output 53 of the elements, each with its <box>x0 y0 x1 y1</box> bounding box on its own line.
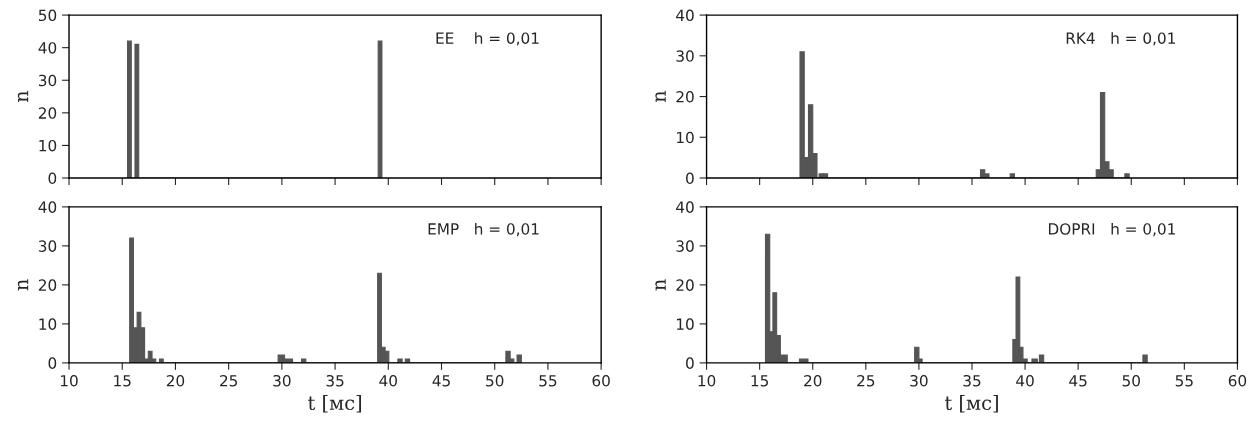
y-tick-label: 10 <box>677 318 694 330</box>
x-tick-label: 60 <box>592 374 610 387</box>
y-axis-title: n <box>17 90 29 103</box>
x-tick-label: 25 <box>220 374 238 387</box>
y-tick-label: 20 <box>38 279 57 291</box>
x-tick-label: 40 <box>1016 374 1034 387</box>
y-tick-label: 0 <box>686 172 694 185</box>
x-tick-label: 10 <box>60 374 78 387</box>
x-tick-label: 35 <box>963 374 981 387</box>
x-tick-label: 15 <box>114 375 131 387</box>
x-tick-label: 40 <box>379 374 397 387</box>
x-tick-label: 15 <box>751 375 769 387</box>
y-tick-label: 30 <box>38 74 57 87</box>
x-tick-label: 55 <box>539 375 557 387</box>
y-tick-label: 40 <box>38 42 57 54</box>
x-tick-label: 55 <box>1175 375 1193 387</box>
y-tick-label: 0 <box>48 357 57 369</box>
x-tick-label: 50 <box>486 374 504 387</box>
x-axis-title: t [мс] <box>944 395 998 413</box>
x-tick-label: 60 <box>1228 374 1247 387</box>
x-axis-title: t [мс] <box>308 395 362 413</box>
annotation: EE h = 0,01 <box>436 32 539 46</box>
y-tick-label: 30 <box>676 50 694 62</box>
y-tick-label: 20 <box>676 91 694 103</box>
annotation: EMP h = 0,01 <box>428 222 539 237</box>
x-tick-label: 30 <box>273 374 291 387</box>
x-tick-label: 30 <box>910 374 928 387</box>
y-tick-label: 10 <box>39 139 57 152</box>
y-tick-label: 30 <box>38 240 57 252</box>
y-axis-title: n <box>655 279 666 291</box>
x-tick-label: 45 <box>1069 375 1087 387</box>
x-tick-label: 20 <box>166 374 185 387</box>
y-axis-title: n <box>17 279 29 291</box>
x-tick-label: 45 <box>432 375 450 387</box>
x-tick-label: 10 <box>698 374 716 387</box>
x-tick-label: 25 <box>857 374 875 387</box>
y-tick-label: 50 <box>38 9 57 22</box>
y-tick-label: 0 <box>686 357 694 369</box>
y-tick-label: 20 <box>676 279 694 291</box>
y-tick-label: 20 <box>38 107 57 119</box>
y-tick-label: 40 <box>676 201 694 213</box>
y-tick-label: 40 <box>676 9 694 22</box>
annotation: DOPRI h = 0,01 <box>1048 222 1175 237</box>
x-tick-label: 50 <box>1122 374 1140 387</box>
x-tick-label: 35 <box>326 374 344 387</box>
y-tick-label: 40 <box>38 201 57 213</box>
y-axis-title: n <box>655 90 666 103</box>
y-tick-label: 30 <box>676 240 694 252</box>
x-tick-label: 20 <box>804 374 822 387</box>
y-tick-label: 10 <box>677 131 694 144</box>
annotation: RK4 h = 0,01 <box>1066 32 1175 46</box>
y-tick-label: 0 <box>48 172 57 185</box>
y-tick-label: 10 <box>39 318 57 330</box>
